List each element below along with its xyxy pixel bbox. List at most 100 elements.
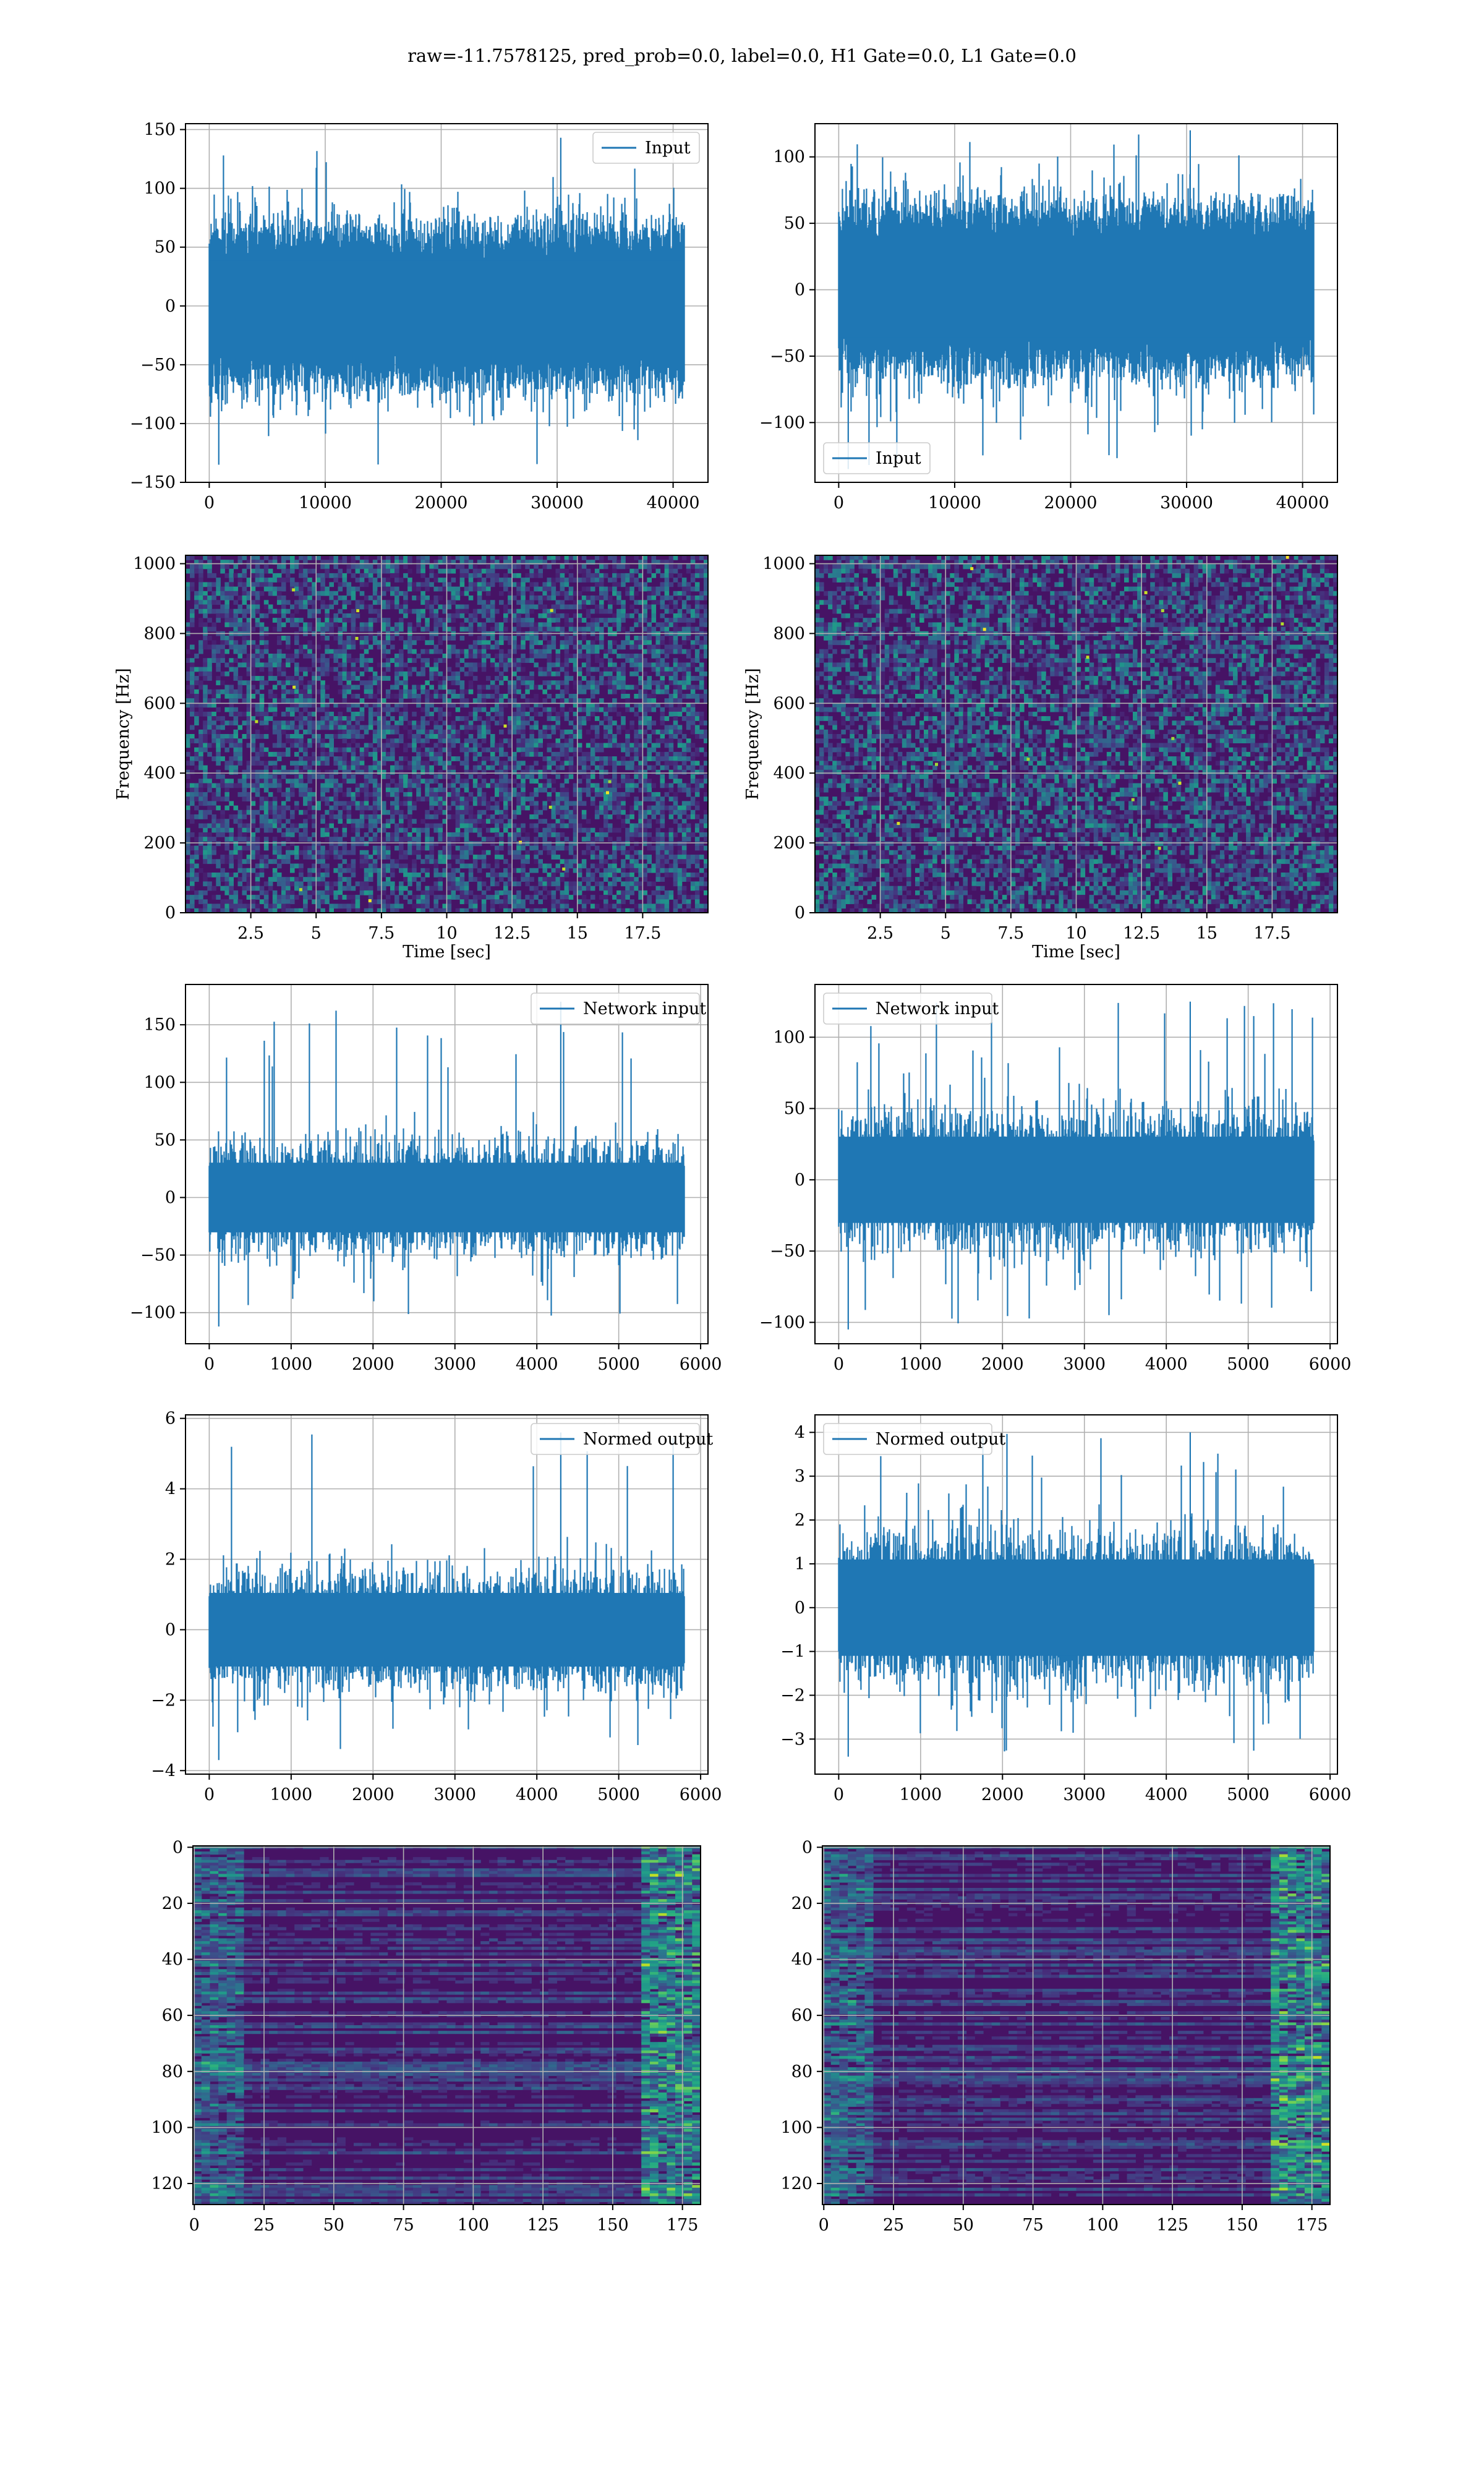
y-tick-label: 2 (795, 1511, 805, 1530)
y-tick-label: 800 (773, 624, 805, 643)
x-tick-label: 100 (458, 2216, 490, 2235)
y-tick-label: 60 (791, 2006, 812, 2025)
x-tick-label: 125 (1156, 2216, 1188, 2235)
heatmap-cells (193, 1846, 701, 2205)
legend-label: Input (876, 449, 921, 468)
x-tick-label: 6000 (680, 1355, 722, 1374)
legend: Network input (824, 993, 999, 1024)
y-tick-label: 80 (791, 2062, 812, 2081)
y-tick-label: −100 (130, 1304, 176, 1323)
x-tick-label: 12.5 (493, 924, 531, 943)
y-tick-label: 100 (151, 2118, 183, 2137)
x-tick-label: 0 (834, 1355, 844, 1374)
x-tick-label: 4000 (1145, 1355, 1188, 1374)
y-tick-label: 600 (773, 694, 805, 713)
y-tick-label: 50 (784, 214, 805, 233)
y-tick-label: 4 (165, 1480, 176, 1499)
x-tick-label: 2000 (981, 1785, 1024, 1804)
legend-label: Normed output (876, 1430, 1005, 1449)
y-tick-label: 60 (162, 2006, 183, 2025)
x-tick-label: 150 (597, 2216, 629, 2235)
y-tick-label: 120 (780, 2174, 812, 2193)
y-tick-label: −50 (770, 347, 805, 366)
y-tick-label: 0 (795, 903, 805, 923)
x-tick-label: 6000 (680, 1785, 722, 1804)
x-tick-label: 20000 (415, 493, 468, 513)
legend: Network input (531, 993, 706, 1024)
y-tick-label: 2 (165, 1550, 176, 1569)
heatmap-cells (822, 1846, 1331, 2205)
series-band (209, 261, 684, 351)
series-band (838, 1560, 1313, 1656)
y-axis-label: Frequency [Hz] (743, 668, 762, 800)
x-tick-label: 4000 (1145, 1785, 1188, 1804)
x-tick-label: 15 (1196, 924, 1217, 943)
x-tick-label: 15 (567, 924, 588, 943)
y-tick-label: −50 (140, 356, 176, 375)
legend: Normed output (531, 1424, 713, 1454)
y-tick-label: 3 (795, 1467, 805, 1486)
legend: Input (593, 132, 699, 163)
y-tick-label: 100 (773, 1028, 805, 1047)
y-tick-label: −100 (130, 414, 176, 433)
x-tick-label: 25 (254, 2216, 275, 2235)
y-tick-label: 50 (155, 238, 176, 257)
figure-title: raw=-11.7578125, pred_prob=0.0, label=0.… (407, 45, 1077, 67)
y-axis-label: Frequency [Hz] (114, 668, 133, 800)
x-tick-label: 0 (204, 1785, 215, 1804)
y-tick-label: 50 (155, 1130, 176, 1150)
x-tick-label: 25 (883, 2216, 904, 2235)
y-tick-label: 400 (143, 764, 176, 783)
x-tick-label: 10000 (299, 493, 352, 513)
x-tick-label: 0 (204, 493, 215, 513)
x-tick-label: 2000 (352, 1785, 394, 1804)
y-tick-label: 800 (143, 624, 176, 643)
y-tick-label: 6 (165, 1409, 176, 1428)
x-tick-label: 5 (940, 924, 951, 943)
y-tick-label: 0 (795, 281, 805, 300)
y-tick-label: 0 (165, 1620, 176, 1639)
y-tick-label: −50 (140, 1246, 176, 1265)
y-tick-label: 1000 (133, 555, 176, 574)
x-tick-label: 5000 (1227, 1785, 1269, 1804)
y-tick-label: 200 (143, 834, 176, 853)
x-tick-label: 5000 (597, 1785, 640, 1804)
y-tick-label: 400 (773, 764, 805, 783)
y-tick-label: 0 (165, 297, 176, 316)
x-tick-label: 1000 (899, 1785, 942, 1804)
x-axis-label: Time [sec] (403, 942, 491, 962)
x-tick-label: 30000 (1160, 493, 1213, 513)
x-tick-label: 175 (667, 2216, 699, 2235)
x-tick-label: 3000 (1063, 1355, 1106, 1374)
x-tick-label: 3000 (1063, 1785, 1106, 1804)
x-tick-label: 125 (527, 2216, 559, 2235)
x-tick-label: 6000 (1309, 1785, 1352, 1804)
y-tick-label: 40 (162, 1950, 183, 1970)
x-tick-label: 50 (953, 2216, 974, 2235)
x-tick-label: 4000 (516, 1355, 558, 1374)
x-tick-label: 0 (189, 2216, 200, 2235)
x-tick-label: 20000 (1044, 493, 1098, 513)
x-tick-label: 7.5 (368, 924, 394, 943)
series-band (209, 1163, 684, 1232)
y-tick-label: 50 (784, 1099, 805, 1119)
legend: Input (824, 443, 930, 474)
legend-label: Input (645, 139, 691, 158)
y-tick-label: 100 (143, 1073, 176, 1092)
x-tick-label: 5000 (1227, 1355, 1269, 1374)
y-tick-label: 1 (795, 1555, 805, 1574)
x-tick-label: 30000 (531, 493, 584, 513)
x-tick-label: 40000 (1276, 493, 1329, 513)
x-tick-label: 4000 (516, 1785, 558, 1804)
x-tick-label: 2.5 (237, 924, 264, 943)
y-tick-label: −2 (780, 1686, 805, 1705)
x-tick-label: 0 (204, 1355, 215, 1374)
y-tick-label: 0 (165, 1189, 176, 1208)
x-tick-label: 1000 (899, 1355, 942, 1374)
y-tick-label: 40 (791, 1950, 812, 1970)
